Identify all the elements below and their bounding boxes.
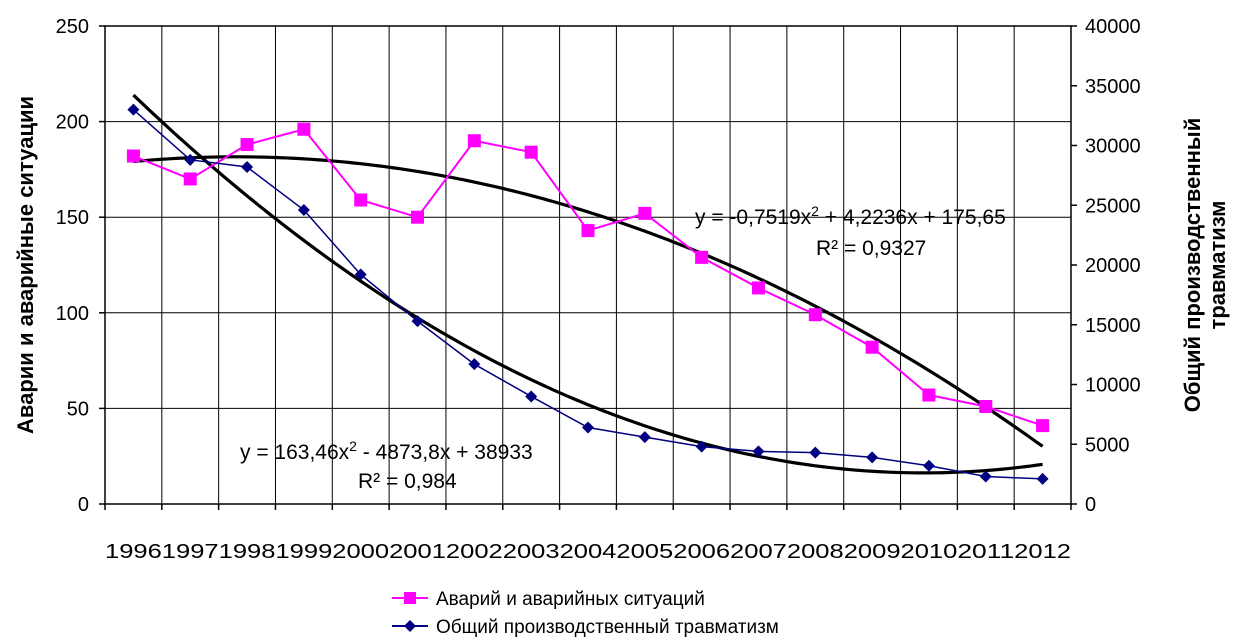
right-axis-title-line2: травматизм — [1205, 201, 1230, 330]
right-axis-ticks: 0 5000 10000 15000 20000 25000 30000 35000 40000 — [1071, 16, 1141, 516]
trend-equation-accidents: y = -0,7519x2 + 4,2236x + 175,65 — [695, 203, 1006, 229]
x-tick-label: 2009 — [844, 541, 901, 563]
data-point-injuries — [582, 421, 594, 434]
data-point-injuries — [979, 470, 992, 483]
trend-r2-injuries: R² = 0,984 — [358, 470, 457, 493]
left-tick-label: 0 — [78, 494, 89, 516]
x-tick-label: 2004 — [560, 541, 617, 563]
x-tick-label: 1998 — [219, 541, 276, 563]
left-axis-ticks: 0 50 100 150 200 250 — [56, 16, 105, 516]
data-point-accidents — [126, 149, 140, 163]
data-point-injuries — [241, 161, 254, 174]
data-point-accidents — [240, 138, 254, 152]
x-tick-label: 1996 — [105, 541, 162, 563]
legend: Аварий и аварийных ситуаций Общий произв… — [392, 589, 779, 637]
series-line-accidents — [133, 128, 1043, 427]
left-tick-label: 200 — [56, 112, 89, 134]
x-tick-label: 1999 — [275, 541, 332, 563]
data-point-injuries — [695, 440, 708, 453]
left-tick-label: 100 — [56, 303, 89, 325]
trend-r2-accidents: R² = 0,9327 — [816, 237, 926, 260]
data-point-injuries — [922, 459, 935, 472]
data-point-injuries — [525, 390, 538, 403]
x-tick-label: 2011 — [957, 541, 1014, 563]
data-point-injuries — [1036, 472, 1049, 485]
data-point-accidents — [865, 340, 879, 354]
right-tick-label: 5000 — [1085, 434, 1130, 456]
data-point-accidents — [922, 388, 936, 402]
series-group — [126, 103, 1050, 485]
data-point-accidents — [638, 206, 652, 220]
data-point-injuries — [866, 451, 879, 464]
data-point-injuries — [638, 431, 651, 444]
data-point-injuries — [184, 153, 197, 166]
data-point-injuries — [752, 445, 765, 458]
data-point-accidents — [808, 308, 822, 322]
right-tick-label: 40000 — [1085, 16, 1141, 38]
trendline-injuries — [132, 93, 1043, 475]
trendlines — [132, 93, 1044, 475]
left-tick-label: 150 — [56, 207, 89, 229]
trendline-accidents — [133, 155, 1044, 448]
data-point-accidents — [979, 399, 993, 413]
data-point-accidents — [354, 193, 368, 207]
x-tick-label: 2001 — [389, 541, 446, 563]
right-tick-label: 30000 — [1085, 136, 1141, 158]
x-tick-label: 2002 — [446, 541, 503, 563]
data-point-injuries — [127, 103, 140, 116]
data-point-accidents — [751, 281, 765, 295]
right-tick-label: 10000 — [1085, 375, 1141, 397]
x-axis-ticks: 1996 1997 1998 1999 2000 2001 2002 2003 2004 2005… — [104, 504, 1072, 563]
right-axis-title-line1: Общий производственный — [1180, 118, 1205, 412]
data-point-injuries — [468, 358, 481, 371]
left-tick-label: 250 — [56, 16, 89, 38]
x-tick-label: 2008 — [787, 541, 844, 563]
x-tick-label: 2005 — [616, 541, 673, 563]
x-tick-label: 2007 — [730, 541, 787, 563]
data-point-accidents — [467, 134, 481, 148]
data-point-injuries — [809, 446, 822, 459]
left-axis-title: Аварии и аварийные ситуации — [13, 96, 38, 434]
data-point-injuries — [411, 315, 424, 328]
legend-marker-accidents — [404, 592, 416, 604]
legend-marker-injuries — [404, 620, 416, 632]
right-tick-label: 25000 — [1085, 195, 1141, 217]
data-point-injuries — [297, 204, 310, 217]
data-point-accidents — [297, 122, 311, 136]
x-tick-label: 2003 — [503, 541, 560, 563]
legend-label-accidents: Аварий и аварийных ситуаций — [436, 589, 705, 610]
x-tick-label: 2010 — [901, 541, 958, 563]
data-point-accidents — [411, 210, 425, 224]
right-tick-label: 20000 — [1085, 255, 1141, 277]
data-point-accidents — [524, 145, 538, 159]
right-tick-label: 0 — [1085, 494, 1096, 516]
left-tick-label: 50 — [67, 398, 89, 420]
data-point-injuries — [354, 268, 367, 281]
data-point-accidents — [695, 250, 709, 264]
trend-equation-injuries: y = 163,46x2 - 4873,8x + 38933 — [240, 438, 533, 464]
data-point-accidents — [1036, 419, 1050, 433]
right-tick-label: 15000 — [1085, 315, 1141, 337]
x-tick-label: 2012 — [1014, 541, 1071, 563]
legend-label-injuries: Общий производственный травматизм — [436, 617, 779, 637]
x-tick-label: 2000 — [332, 541, 389, 563]
data-point-accidents — [581, 224, 595, 238]
data-point-accidents — [183, 172, 197, 186]
x-tick-label: 1997 — [162, 541, 219, 563]
right-tick-label: 35000 — [1085, 76, 1141, 98]
x-tick-label: 2006 — [673, 541, 730, 563]
